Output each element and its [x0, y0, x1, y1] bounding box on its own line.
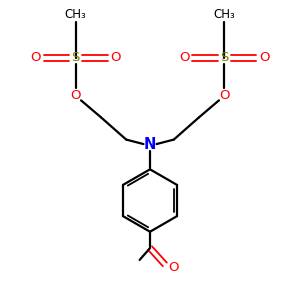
Text: O: O: [168, 261, 178, 274]
Text: O: O: [259, 51, 270, 64]
Text: O: O: [70, 88, 81, 101]
Text: S: S: [220, 51, 229, 64]
Text: N: N: [144, 136, 156, 152]
Text: S: S: [71, 51, 80, 64]
Text: CH₃: CH₃: [65, 8, 87, 21]
Text: O: O: [111, 51, 121, 64]
Text: O: O: [179, 51, 189, 64]
Text: O: O: [30, 51, 41, 64]
Text: CH₃: CH₃: [213, 8, 235, 21]
Text: O: O: [219, 88, 230, 101]
